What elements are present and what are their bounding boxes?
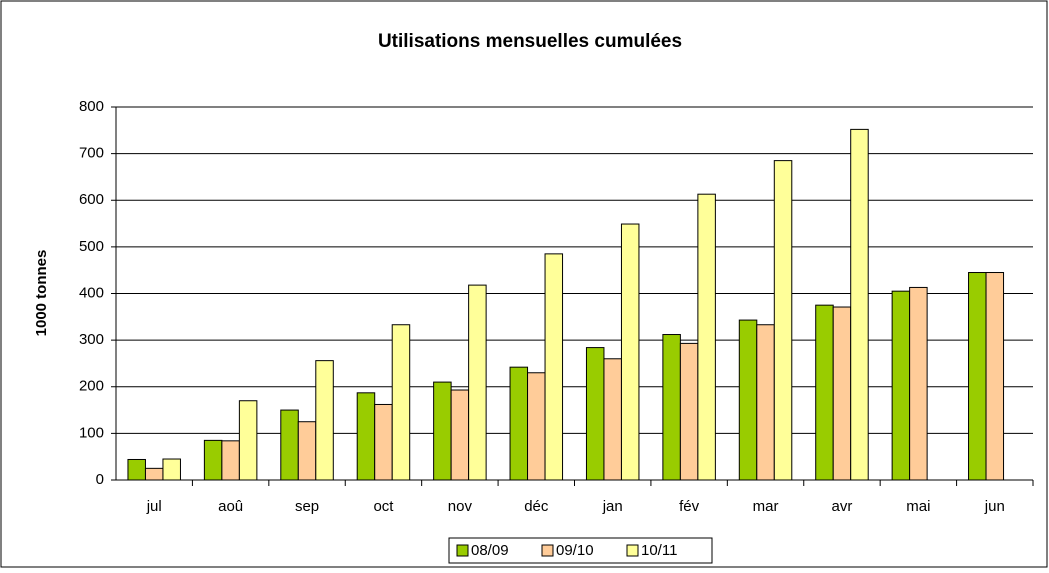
bar xyxy=(738,319,758,481)
bar xyxy=(815,304,834,481)
x-tick-label: mai xyxy=(906,498,930,515)
x-tick-label: déc xyxy=(524,498,549,515)
bar xyxy=(468,284,487,481)
bar xyxy=(527,372,546,481)
x-tick-label: jun xyxy=(984,498,1005,515)
bar xyxy=(238,400,258,481)
bar xyxy=(297,421,317,481)
x-tick-label: aoû xyxy=(218,498,243,515)
x-tick-label: mar xyxy=(753,498,779,515)
x-tick-label: nov xyxy=(448,498,473,515)
y-tick-label: 500 xyxy=(79,238,104,255)
bar xyxy=(374,403,393,481)
x-tick-label: oct xyxy=(373,498,394,515)
bar xyxy=(697,193,716,481)
legend-swatch xyxy=(626,544,639,557)
bar xyxy=(832,306,852,481)
bar xyxy=(391,324,411,481)
bar xyxy=(509,366,529,481)
legend-label: 08/09 xyxy=(471,542,509,559)
bar xyxy=(968,272,987,481)
bar xyxy=(127,458,146,481)
legend-label: 09/10 xyxy=(556,542,594,559)
bar xyxy=(620,223,640,481)
legend-label: 10/11 xyxy=(641,542,677,559)
bar xyxy=(450,389,470,481)
bar xyxy=(221,440,240,481)
bar xyxy=(280,409,299,481)
legend-swatch xyxy=(456,544,469,557)
bar xyxy=(162,458,181,481)
bar xyxy=(662,334,681,481)
y-tick-label: 800 xyxy=(79,98,104,115)
bar xyxy=(909,286,928,481)
bar xyxy=(544,253,564,481)
x-tick-label: avr xyxy=(832,498,853,515)
bar xyxy=(756,324,775,481)
bar xyxy=(985,272,1005,481)
y-tick-label: 100 xyxy=(79,424,104,441)
y-tick-label: 600 xyxy=(79,191,104,208)
bar xyxy=(585,347,605,481)
bar xyxy=(891,290,911,481)
y-tick-label: 0 xyxy=(96,471,104,488)
bar xyxy=(603,358,622,481)
y-tick-label: 200 xyxy=(79,378,104,395)
bar xyxy=(144,467,164,481)
y-axis-label: 1000 tonnes xyxy=(33,250,50,337)
x-tick-label: jul xyxy=(146,498,162,515)
bar xyxy=(850,128,869,481)
bar xyxy=(203,439,223,481)
y-tick-label: 400 xyxy=(79,284,104,301)
x-tick-label: fév xyxy=(679,498,700,515)
bar xyxy=(356,392,376,481)
y-tick-label: 700 xyxy=(79,145,104,162)
x-tick-label: sep xyxy=(295,498,319,515)
bar xyxy=(315,360,334,481)
x-tick-label: jan xyxy=(602,498,623,515)
chart-title: Utilisations mensuelles cumulées xyxy=(378,31,682,52)
bar xyxy=(679,342,699,481)
y-tick-label: 300 xyxy=(79,331,104,348)
legend-swatch xyxy=(541,544,554,557)
bar xyxy=(433,381,452,481)
bar xyxy=(773,160,793,481)
legend-box xyxy=(448,537,713,564)
